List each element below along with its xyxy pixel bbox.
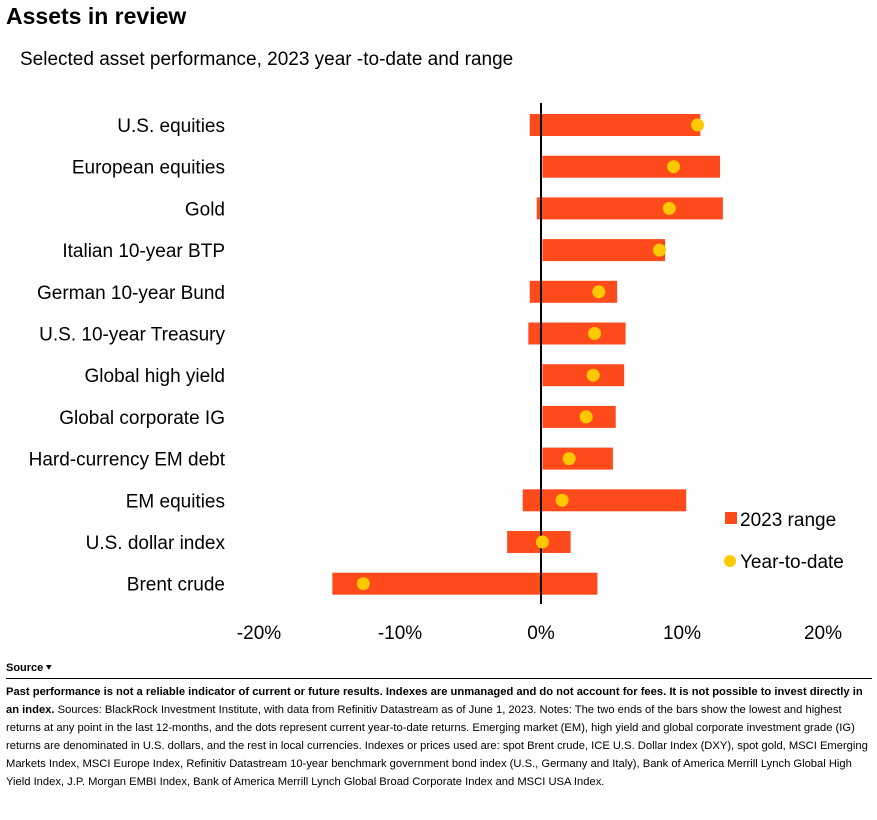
range-bar (542, 447, 613, 470)
category-label: Global corporate IG (59, 408, 225, 429)
range-bar (536, 197, 723, 220)
category-label: U.S. 10-year Treasury (39, 325, 225, 346)
ytd-dot (555, 493, 569, 507)
category-label: Hard-currency EM debt (29, 450, 226, 471)
source-toggle[interactable]: Source ⯆ (6, 662, 872, 674)
category-labels: U.S. equities European equities Gold Italia… (29, 116, 226, 596)
range-bar (542, 405, 616, 428)
legend-range-swatch (725, 512, 737, 524)
x-tick-label: 10% (663, 623, 701, 644)
legend-ytd-label: Year-to-date (740, 552, 844, 573)
range-bar (542, 155, 721, 178)
legend: 2023 range Year-to-date (724, 510, 844, 573)
chart-title: Assets in review (6, 3, 187, 29)
ytd-dot (667, 160, 681, 174)
range-bar (542, 364, 625, 387)
double-chevron-down-icon: ⯆ (45, 663, 53, 673)
range-bar (529, 114, 701, 136)
ytd-dot (662, 201, 676, 215)
range-bars (332, 114, 723, 595)
x-tick-labels: -20% -10% 0% 10% 20% (237, 623, 842, 644)
footer-divider (6, 678, 872, 679)
footer: Source ⯆ Past performance is not a relia… (6, 662, 872, 791)
notes-text: Sources: BlackRock Investment Institute,… (6, 704, 868, 788)
ytd-dot (562, 452, 576, 466)
category-label: Italian 10-year BTP (62, 241, 225, 262)
ytd-dot (356, 577, 370, 591)
category-label: Brent crude (127, 575, 225, 596)
ytd-dot (586, 368, 600, 382)
category-label: Gold (185, 199, 225, 220)
source-label: Source (6, 662, 44, 674)
ytd-dot (691, 118, 705, 132)
x-tick-label: -10% (378, 623, 422, 644)
ytd-dot (579, 410, 593, 424)
category-label: U.S. equities (117, 116, 225, 137)
range-bar (332, 572, 598, 595)
x-tick-label: 0% (527, 623, 555, 644)
category-label: EM equities (126, 491, 225, 512)
ytd-dot (652, 243, 666, 257)
x-tick-label: -20% (237, 623, 281, 644)
legend-ytd-swatch (724, 555, 736, 567)
ytd-dot (592, 285, 606, 299)
ytd-dots (356, 118, 705, 591)
range-bar (529, 280, 618, 303)
disclaimer-text: Past performance is not a reliable indic… (6, 686, 863, 716)
range-chart: U.S. equities European equities Gold Italia… (29, 103, 844, 644)
range-bar (522, 489, 687, 512)
category-label: U.S. dollar index (86, 533, 226, 554)
ytd-dot (535, 535, 549, 549)
range-bar (528, 322, 626, 345)
source-notes: Past performance is not a reliable indic… (6, 683, 872, 791)
category-label: Global high yield (85, 366, 225, 387)
x-tick-label: 20% (804, 623, 842, 644)
category-label: European equities (72, 158, 225, 179)
legend-range-label: 2023 range (740, 510, 836, 531)
range-bar (542, 239, 666, 262)
chart-subtitle: Selected asset performance, 2023 year -t… (20, 49, 514, 70)
category-label: German 10-year Bund (37, 283, 225, 304)
ytd-dot (588, 327, 602, 340)
